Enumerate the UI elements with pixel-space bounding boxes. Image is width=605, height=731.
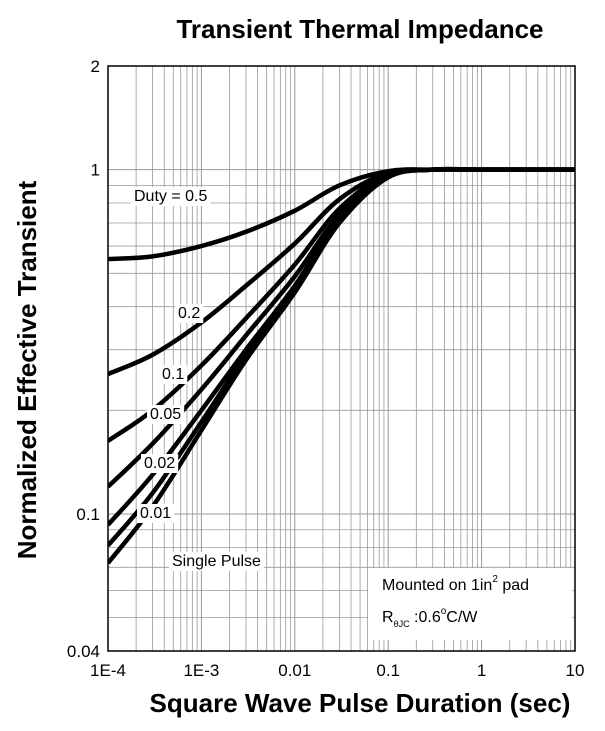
grid (107, 65, 575, 652)
series-label-bg (147, 405, 185, 424)
tick-labels: 1E-4 1E-3 0.01 0.1 1 10 0.04 0.1 1 2 (67, 57, 585, 680)
annotation-box (368, 568, 572, 640)
mounting-text: Mounted on 1in2 pad (382, 574, 529, 594)
series-labels: Duty = 0.5 0.2 0.1 0.05 0.02 0.01 Single Pulse (131, 187, 264, 571)
mounting-tail: pad (498, 577, 529, 594)
y-tick-label-0: 0.04 (67, 642, 100, 661)
resistance-value: :0.6 (410, 609, 441, 626)
series-label-6: Single Pulse (172, 553, 261, 570)
series-label-bg (169, 552, 264, 571)
x-tick-label-2: 0.01 (278, 661, 311, 680)
chart-title: Transient Thermal Impedance (176, 14, 543, 44)
y-axis-title: Normalized Effective Transient (12, 180, 42, 559)
resistance-symbol: R (382, 609, 394, 626)
x-tick-label-0: 1E-4 (90, 661, 126, 680)
series-label-0: Duty = 0.5 (134, 188, 207, 205)
x-axis-title: Square Wave Pulse Duration (sec) (150, 688, 571, 718)
resistance-text: RθJC :0.6oC/W (382, 606, 478, 629)
series-line-5 (108, 166, 575, 547)
y-tick-label-1: 0.1 (76, 505, 100, 524)
resistance-subscript: θJC (394, 619, 411, 629)
y-tick-label-2: 1 (91, 161, 100, 180)
x-tick-label-4: 1 (477, 661, 486, 680)
x-tick-label-5: 10 (566, 661, 585, 680)
series-label-bg (175, 304, 204, 323)
series-label-bg (141, 454, 179, 473)
series-label-bg (137, 504, 175, 523)
series-label-bg (159, 365, 188, 384)
plot-frame (107, 65, 576, 652)
series-label-2: 0.1 (162, 366, 184, 383)
mounting-label: Mounted on 1in (382, 577, 492, 594)
series-label-5: 0.01 (140, 505, 171, 522)
y-tick-label-3: 2 (91, 57, 100, 76)
x-tick-label-1: 1E-3 (183, 661, 219, 680)
mounting-superscript: 2 (492, 574, 498, 585)
mounting-annotation: Mounted on 1in2 pad RθJC :0.6oC/W (368, 568, 572, 640)
x-tick-label-3: 0.1 (376, 661, 400, 680)
series-label-bg (131, 187, 211, 206)
series-label-1: 0.2 (178, 305, 200, 322)
degree-sign: o (441, 606, 447, 617)
series-label-3: 0.05 (150, 406, 181, 423)
resistance-unit: C/W (446, 609, 478, 626)
series-label-4: 0.02 (144, 455, 175, 472)
